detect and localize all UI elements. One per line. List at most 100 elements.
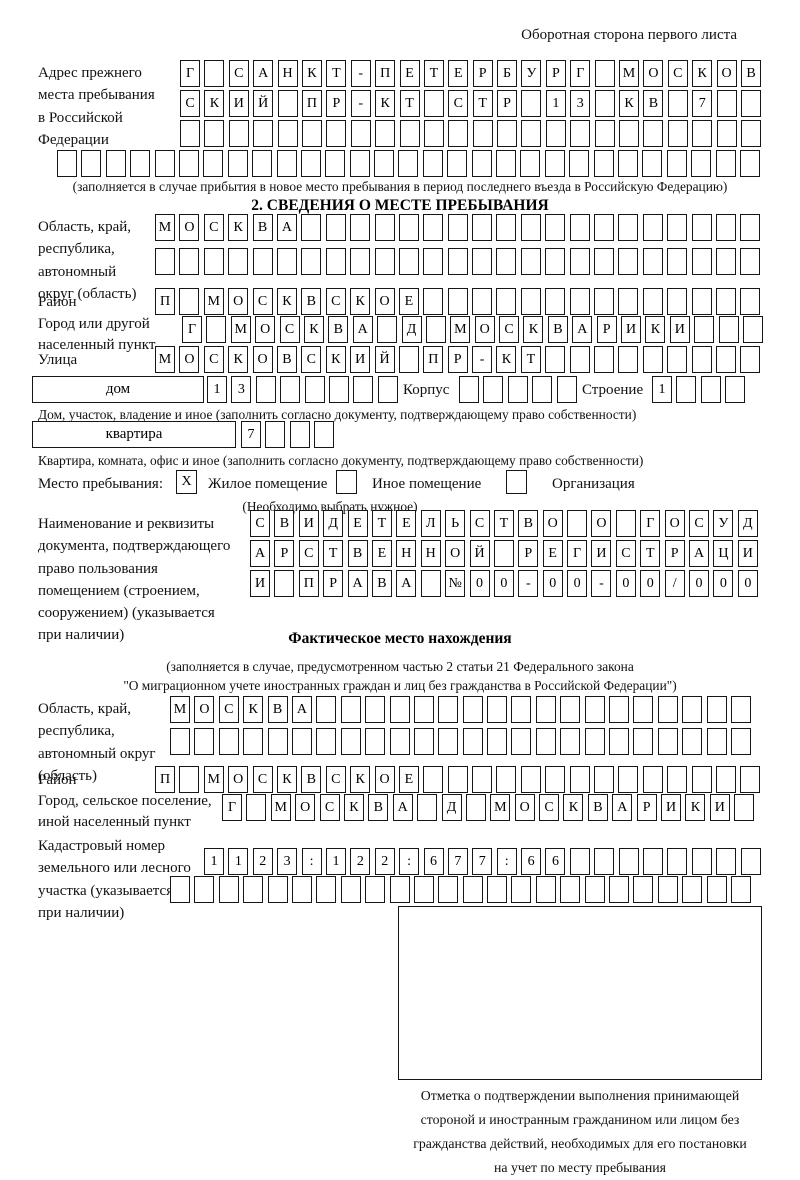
char-box[interactable]: Д xyxy=(737,510,758,537)
char-box[interactable]: - xyxy=(518,570,539,597)
char-box[interactable]: О xyxy=(591,510,612,537)
char-box[interactable]: К xyxy=(645,316,666,343)
char-box[interactable]: К xyxy=(204,90,225,117)
char-box[interactable] xyxy=(642,214,663,241)
char-box[interactable]: О xyxy=(179,214,200,241)
char-box[interactable] xyxy=(609,876,630,903)
char-box[interactable]: Л xyxy=(420,510,441,537)
char-box[interactable]: С xyxy=(319,794,340,821)
char-box[interactable] xyxy=(300,150,321,177)
char-box[interactable] xyxy=(447,288,468,315)
char-box[interactable] xyxy=(365,728,386,755)
char-box[interactable]: Б xyxy=(497,60,518,87)
char-box[interactable] xyxy=(374,248,395,275)
char-box[interactable] xyxy=(567,510,588,537)
char-box[interactable] xyxy=(483,376,504,403)
char-box[interactable] xyxy=(413,728,434,755)
char-box[interactable]: И xyxy=(709,794,730,821)
char-box[interactable]: О xyxy=(374,288,395,315)
char-box[interactable] xyxy=(667,248,688,275)
char-box[interactable] xyxy=(521,120,542,147)
char-box[interactable] xyxy=(594,346,615,373)
char-box[interactable] xyxy=(740,848,761,875)
char-box[interactable] xyxy=(609,696,630,723)
char-box[interactable] xyxy=(170,876,190,903)
char-box[interactable]: О xyxy=(255,316,276,343)
char-box[interactable]: И xyxy=(591,540,612,567)
char-box[interactable] xyxy=(204,60,225,87)
char-box[interactable]: И xyxy=(621,316,642,343)
char-box[interactable]: - xyxy=(472,346,493,373)
char-box[interactable] xyxy=(398,248,419,275)
char-box[interactable]: С xyxy=(615,540,636,567)
char-box[interactable] xyxy=(487,876,508,903)
char-box[interactable] xyxy=(532,376,553,403)
char-box[interactable]: Т xyxy=(640,540,661,567)
char-box[interactable] xyxy=(374,150,395,177)
char-box[interactable] xyxy=(691,214,712,241)
char-box[interactable] xyxy=(657,876,678,903)
char-box[interactable] xyxy=(667,848,688,875)
char-box[interactable]: М xyxy=(203,766,224,793)
char-box[interactable] xyxy=(666,150,687,177)
char-box[interactable]: П xyxy=(298,570,319,597)
char-box[interactable]: О xyxy=(716,60,737,87)
char-box[interactable] xyxy=(569,766,590,793)
char-box[interactable] xyxy=(130,150,151,177)
char-box[interactable] xyxy=(594,766,615,793)
char-box[interactable]: 3 xyxy=(277,848,298,875)
char-box[interactable] xyxy=(340,876,361,903)
char-box[interactable] xyxy=(560,876,581,903)
char-box[interactable] xyxy=(447,766,468,793)
char-box[interactable] xyxy=(179,288,200,315)
char-box[interactable]: А xyxy=(347,570,368,597)
char-box[interactable]: К xyxy=(325,346,346,373)
char-box[interactable] xyxy=(618,214,639,241)
char-box[interactable] xyxy=(691,848,712,875)
char-box[interactable] xyxy=(154,150,175,177)
char-box[interactable] xyxy=(246,794,267,821)
char-box[interactable] xyxy=(618,766,639,793)
char-box[interactable]: О xyxy=(179,346,200,373)
char-box[interactable] xyxy=(340,696,361,723)
char-box[interactable]: М xyxy=(270,794,291,821)
char-box[interactable]: К xyxy=(685,794,706,821)
house-type-box[interactable]: дом xyxy=(32,376,204,403)
char-box[interactable]: Г xyxy=(182,316,202,343)
char-box[interactable] xyxy=(594,288,615,315)
char-box[interactable] xyxy=(389,728,410,755)
char-box[interactable]: С xyxy=(448,90,469,117)
char-box[interactable] xyxy=(560,728,581,755)
char-box[interactable]: М xyxy=(155,214,175,241)
char-box[interactable] xyxy=(718,316,739,343)
char-box[interactable] xyxy=(569,288,590,315)
char-box[interactable]: С xyxy=(499,316,520,343)
char-box[interactable]: Т xyxy=(399,90,420,117)
char-box[interactable]: И xyxy=(350,346,371,373)
char-box[interactable] xyxy=(715,214,736,241)
char-box[interactable] xyxy=(438,728,459,755)
char-box[interactable]: Р xyxy=(596,316,617,343)
char-box[interactable] xyxy=(682,876,703,903)
char-box[interactable] xyxy=(667,214,688,241)
char-box[interactable] xyxy=(57,150,77,177)
char-box[interactable] xyxy=(472,288,493,315)
char-box[interactable]: И xyxy=(737,540,758,567)
char-box[interactable]: О xyxy=(295,794,316,821)
char-box[interactable]: 0 xyxy=(689,570,710,597)
char-box[interactable] xyxy=(365,696,386,723)
char-box[interactable]: 2 xyxy=(350,848,371,875)
char-box[interactable]: № xyxy=(445,570,466,597)
char-box[interactable] xyxy=(617,150,638,177)
char-box[interactable] xyxy=(740,248,761,275)
char-box[interactable] xyxy=(730,876,751,903)
char-box[interactable] xyxy=(267,728,288,755)
char-box[interactable] xyxy=(609,728,630,755)
char-box[interactable]: А xyxy=(352,316,373,343)
char-box[interactable]: А xyxy=(612,794,633,821)
char-box[interactable] xyxy=(471,150,492,177)
char-box[interactable]: Т xyxy=(472,90,493,117)
char-box[interactable] xyxy=(740,346,761,373)
char-box[interactable] xyxy=(462,876,483,903)
char-box[interactable]: Р xyxy=(545,60,566,87)
